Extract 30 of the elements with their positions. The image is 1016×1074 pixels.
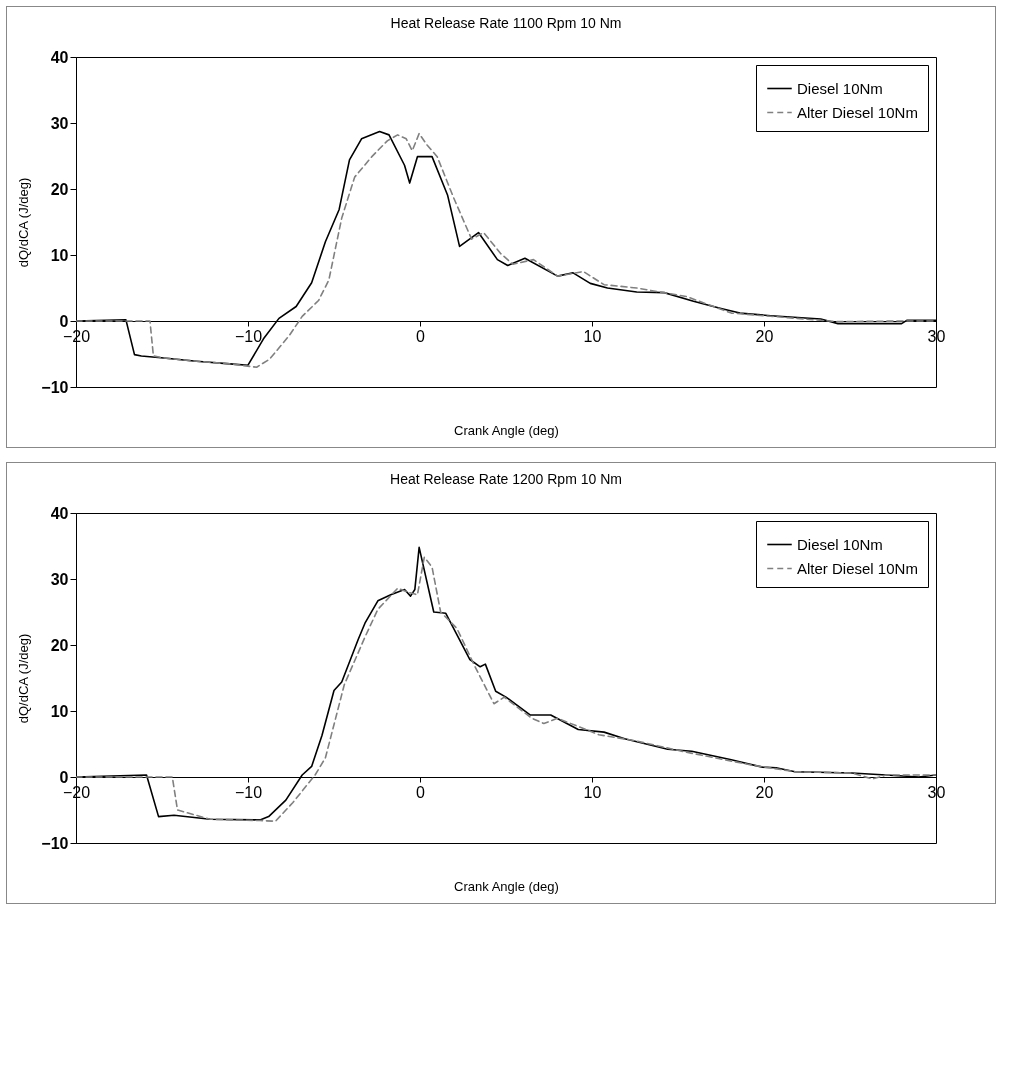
- y-tick-label: 40: [50, 504, 69, 522]
- y-tick-label: −10: [41, 834, 69, 852]
- y-tick-label: −10: [41, 378, 69, 396]
- y-axis-title: dQ/dCA (J/deg): [16, 633, 32, 724]
- chart-title: Heat Release Rate 1200 Rpm 10 Nm: [390, 471, 622, 487]
- x-axis-title: Crank Angle (deg): [454, 878, 559, 894]
- legend-label: Diesel 10Nm: [797, 535, 883, 553]
- y-tick-label: 30: [50, 570, 69, 588]
- x-tick-label: 20: [755, 783, 774, 801]
- x-tick-label: 20: [755, 327, 774, 345]
- y-tick-label: 30: [50, 114, 69, 132]
- chart-title: Heat Release Rate 1100 Rpm 10 Nm: [390, 15, 622, 31]
- y-tick-label: 10: [50, 246, 69, 264]
- y-tick-label: 0: [59, 768, 69, 786]
- legend-label: Diesel 10Nm: [797, 79, 883, 97]
- y-tick-label: 40: [50, 48, 69, 66]
- x-tick-label: 10: [583, 783, 602, 801]
- y-tick-label: 20: [50, 636, 69, 654]
- x-tick-label: 0: [416, 327, 426, 345]
- x-tick-label: −10: [234, 783, 263, 801]
- x-axis-title: Crank Angle (deg): [454, 422, 559, 438]
- y-axis-title: dQ/dCA (J/deg): [16, 177, 32, 268]
- y-tick-label: 20: [50, 180, 69, 198]
- x-tick-label: 10: [583, 327, 602, 345]
- x-tick-label: 0: [416, 783, 426, 801]
- legend-label: Alter Diesel 10Nm: [797, 103, 918, 121]
- legend-label: Alter Diesel 10Nm: [797, 559, 918, 577]
- y-tick-label: 0: [59, 312, 69, 330]
- x-tick-label: −10: [234, 327, 263, 345]
- y-tick-label: 10: [50, 702, 69, 720]
